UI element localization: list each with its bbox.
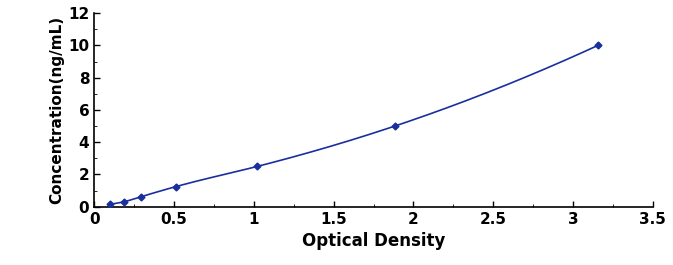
Y-axis label: Concentration(ng/mL): Concentration(ng/mL) <box>49 16 64 204</box>
X-axis label: Optical Density: Optical Density <box>302 232 446 250</box>
